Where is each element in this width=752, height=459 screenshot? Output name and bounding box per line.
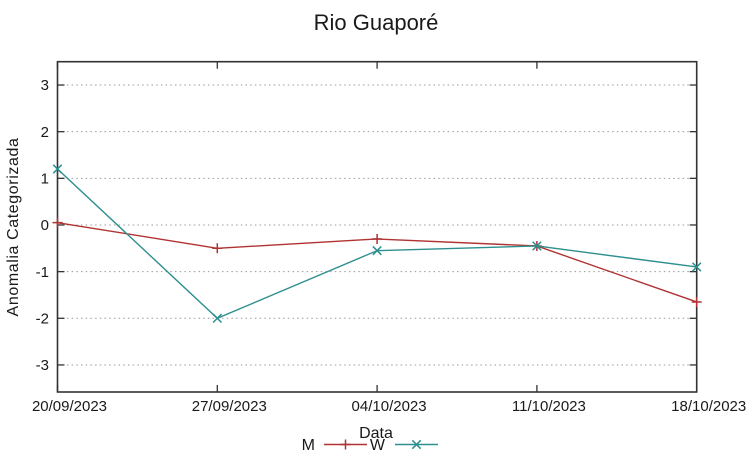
legend-label-w: W bbox=[370, 437, 386, 454]
data-point-marker bbox=[372, 245, 382, 256]
data-point-marker bbox=[52, 217, 63, 228]
y-tick-label: -2 bbox=[36, 310, 49, 327]
y-tick-label: 1 bbox=[41, 171, 49, 188]
x-tick-label: 20/09/2023 bbox=[32, 398, 107, 415]
legend-sample-marker bbox=[411, 439, 422, 450]
y-tick-label: -1 bbox=[36, 264, 49, 281]
data-point-marker bbox=[372, 233, 383, 244]
x-tick-label: 18/10/2023 bbox=[671, 398, 746, 415]
chart-title: Rio Guaporé bbox=[314, 10, 439, 35]
x-tick-label: 11/10/2023 bbox=[512, 398, 586, 415]
y-tick-label: 0 bbox=[41, 217, 49, 234]
y-axis-title: Anomalia Categorizada bbox=[5, 138, 22, 317]
x-tick-label: 04/10/2023 bbox=[352, 398, 427, 415]
plot-border bbox=[56, 60, 698, 393]
legend: M W bbox=[302, 437, 438, 454]
series-W bbox=[52, 164, 702, 324]
data-point-marker bbox=[691, 262, 702, 272]
y-tick-label: 3 bbox=[41, 77, 49, 94]
data-point-marker bbox=[52, 164, 63, 174]
x-tick-label: 27/09/2023 bbox=[192, 398, 267, 415]
data-point-marker bbox=[691, 296, 702, 307]
y-tick-label: -3 bbox=[36, 357, 49, 374]
data-point-marker bbox=[212, 313, 223, 324]
y-tick-label: 2 bbox=[41, 124, 49, 141]
x-axis-title: Data bbox=[359, 425, 393, 442]
legend-sample-marker bbox=[340, 439, 351, 450]
data-point-marker bbox=[212, 243, 223, 254]
data-point-marker bbox=[532, 241, 542, 251]
plot-area: 3 2 1 0 -1 -2 -3 20/09/2023 27/09/2023 04/10/2023… bbox=[32, 60, 746, 415]
legend-label-m: M bbox=[302, 437, 315, 454]
series-M bbox=[52, 217, 702, 307]
